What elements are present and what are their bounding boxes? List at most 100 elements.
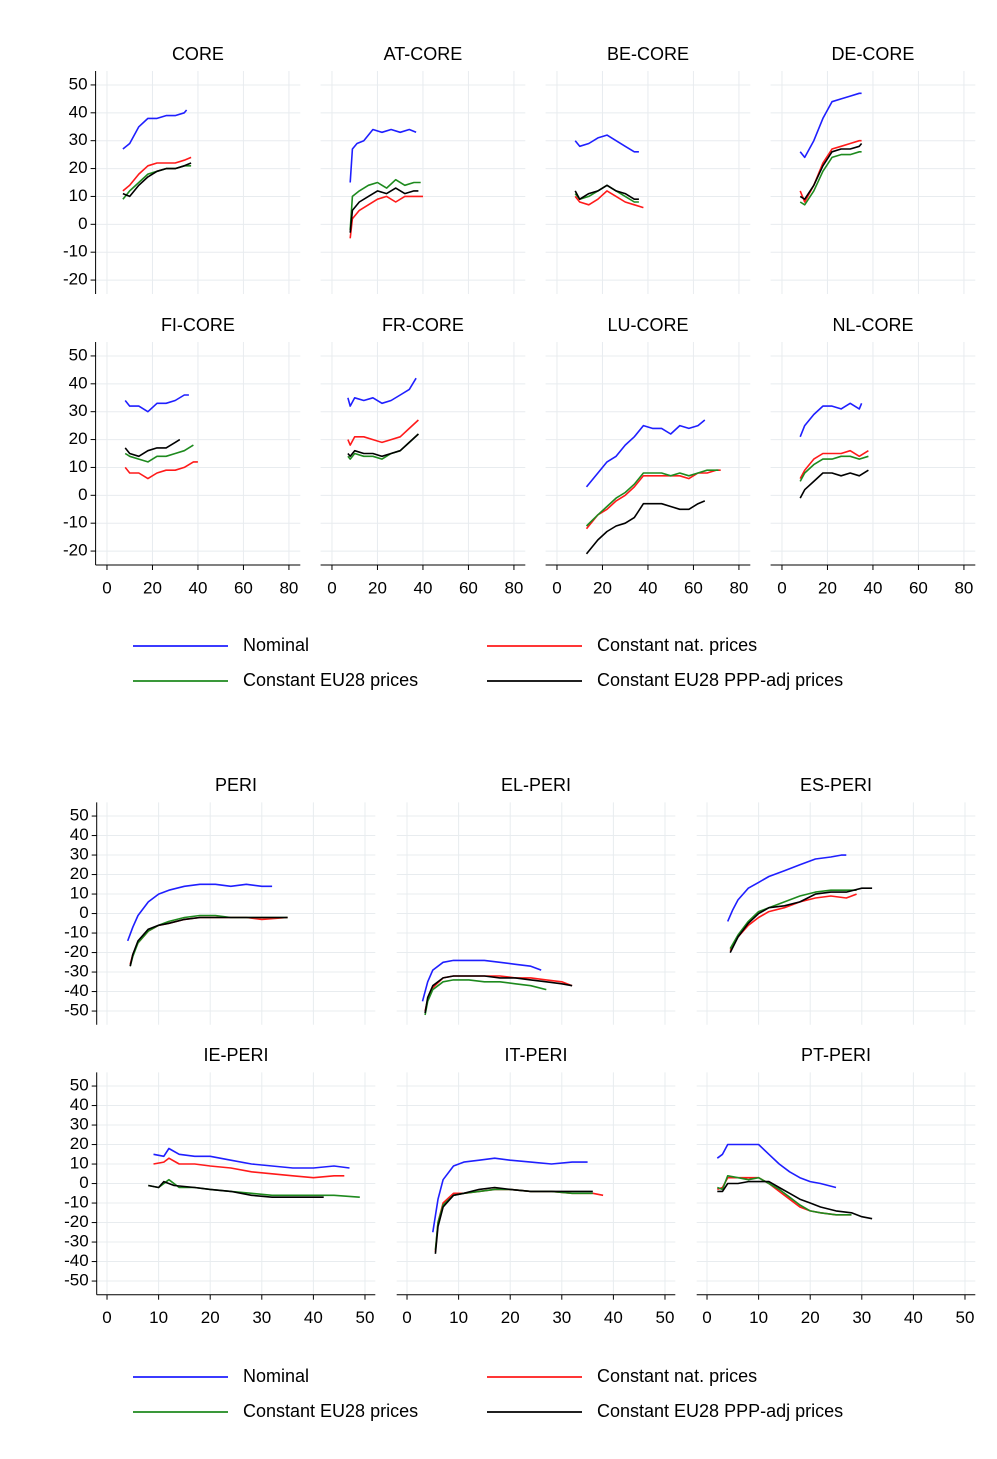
series-line [148,1180,324,1198]
x-tick-label: 50 [356,1308,375,1327]
panel-title: LU-CORE [607,315,688,335]
series-line [432,1157,588,1233]
x-tick-label: 0 [102,578,111,597]
x-tick-label: 40 [638,578,657,597]
y-tick-label: -10 [64,1193,89,1212]
y-tick-label: 50 [70,1076,89,1095]
series-line [726,854,847,922]
y-tick-label: 10 [69,457,88,476]
series-line [129,916,288,965]
x-tick-label: 40 [413,578,432,597]
x-tick-label: 10 [149,1308,168,1327]
panel-title: FI-CORE [161,315,235,335]
series-line [349,195,423,239]
x-tick-label: 20 [201,1308,220,1327]
y-tick-label: 40 [70,825,89,844]
series-line [729,887,873,953]
x-tick-label: 60 [909,578,928,597]
panel-title: BE-CORE [607,44,689,64]
y-tick-label: -10 [63,242,88,261]
series-line [349,128,417,183]
legend-label: Nominal [243,1366,309,1386]
y-tick-label: 40 [70,1095,89,1114]
legend-label: Constant EU28 prices [243,670,418,690]
panel-title: PERI [215,775,257,795]
x-tick-label: 40 [904,1308,923,1327]
x-tick-label: 20 [818,578,837,597]
series-line [799,449,869,479]
y-tick-label: -20 [64,942,89,961]
x-tick-label: 0 [402,1308,411,1327]
series-line [347,433,419,458]
series-line [126,883,273,942]
y-tick-label: 30 [70,1115,89,1134]
series-line [153,1157,345,1179]
series-line [585,469,721,530]
series-line [349,178,421,230]
series-line [347,377,417,407]
y-tick-label: 40 [69,102,88,121]
x-tick-label: 50 [656,1308,675,1327]
x-tick-label: 80 [504,578,523,597]
panel-title: NL-CORE [832,315,913,335]
series-line [421,959,542,1002]
y-tick-label: 10 [70,1154,89,1173]
y-tick-label: 20 [70,1134,89,1153]
series-line [799,402,863,438]
x-tick-label: 60 [234,578,253,597]
series-line [799,469,869,499]
series-line [349,187,419,233]
x-tick-label: 20 [593,578,612,597]
series-line [729,893,857,951]
legend-label: Constant nat. prices [597,635,757,655]
x-tick-label: 10 [749,1308,768,1327]
legend-label: Constant nat. prices [597,1366,757,1386]
series-line [122,162,192,198]
x-tick-label: 30 [552,1308,571,1327]
x-tick-label: 0 [702,1308,711,1327]
x-tick-label: 20 [143,578,162,597]
series-line [129,914,288,967]
y-tick-label: -20 [63,541,88,560]
y-tick-label: 30 [70,845,89,864]
legend-label: Nominal [243,635,309,655]
panel-title: EL-PERI [501,775,571,795]
x-tick-label: 10 [449,1308,468,1327]
y-tick-label: 0 [78,214,87,233]
y-tick-label: 30 [69,401,88,420]
series-line [799,151,862,206]
series-line [424,975,573,1014]
series-line [153,1147,350,1169]
y-tick-label: 40 [69,373,88,392]
y-tick-label: -30 [64,1232,89,1251]
series-line [574,134,639,153]
x-tick-label: 20 [801,1308,820,1327]
x-tick-label: 30 [852,1308,871,1327]
x-tick-label: 20 [501,1308,520,1327]
series-line [124,394,189,413]
series-line [585,419,706,488]
series-line [122,156,192,192]
y-tick-label: 0 [79,903,88,922]
x-tick-label: 0 [102,1308,111,1327]
panel-title: AT-CORE [384,44,463,64]
series-line [799,139,862,203]
y-tick-label: 20 [70,864,89,883]
series-line [424,979,547,1016]
x-tick-label: 80 [729,578,748,597]
x-tick-label: 0 [777,578,786,597]
y-tick-label: 0 [78,485,87,504]
series-line [574,190,644,209]
x-tick-label: 40 [188,578,207,597]
panel-title: FR-CORE [382,315,464,335]
y-tick-label: 0 [79,1173,88,1192]
series-line [799,92,862,159]
series-line [434,1186,593,1254]
x-tick-label: 20 [368,578,387,597]
y-tick-label: 20 [69,158,88,177]
x-tick-label: 60 [684,578,703,597]
x-tick-label: 0 [552,578,561,597]
x-tick-label: 40 [304,1308,323,1327]
y-tick-label: -50 [64,1001,89,1020]
